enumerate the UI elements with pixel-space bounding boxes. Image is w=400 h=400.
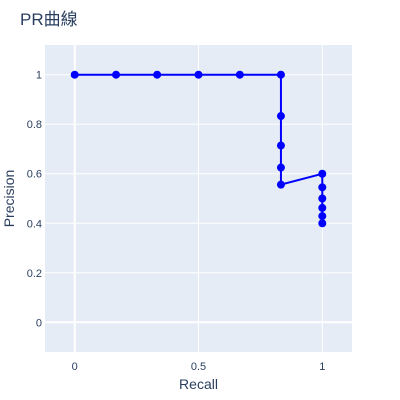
data-point [276,112,285,121]
y-tick-label: 0 [36,317,42,329]
series-layer [70,70,327,228]
data-point [318,212,327,221]
data-point [276,163,285,172]
data-point [318,219,327,228]
tick-labels: 0 0.5 1 0 0.2 0.4 0.6 0.8 1 [27,70,326,373]
grid-lines [45,45,352,352]
data-point [318,183,327,192]
data-point [276,180,285,189]
data-point [112,70,121,79]
data-point [276,141,285,150]
series-line [74,73,324,224]
chart-title: PR曲線 [20,10,78,29]
data-point [235,70,244,79]
y-tick-label: 0.4 [27,218,42,230]
x-tick-label: 1 [319,361,325,373]
data-point [194,70,203,79]
y-axis-title: Precision [1,170,17,228]
data-point [276,70,285,79]
data-point [318,169,327,178]
x-tick-label: 0 [72,361,78,373]
data-point [153,70,162,79]
y-tick-label: 0.8 [27,119,42,131]
x-tick-label: 0.5 [191,361,206,373]
data-point [318,194,327,203]
data-point [70,70,79,79]
y-tick-label: 1 [36,70,42,82]
y-tick-label: 0.6 [27,169,42,181]
x-axis-title: Recall [179,376,218,392]
y-tick-label: 0.2 [27,268,42,280]
data-point [318,203,327,212]
